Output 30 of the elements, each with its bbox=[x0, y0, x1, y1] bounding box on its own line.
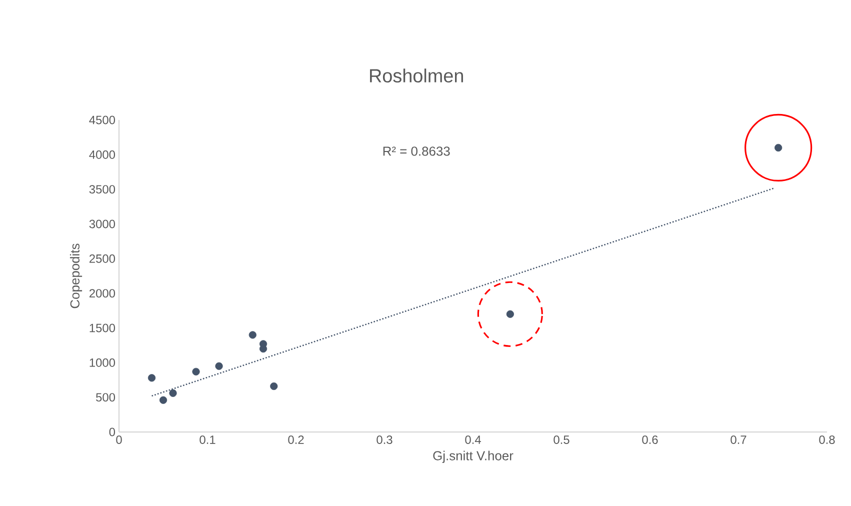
y-tick-label: 4000 bbox=[89, 150, 116, 159]
y-tick-label: 4500 bbox=[89, 116, 116, 124]
chart-title: Rosholmen bbox=[370, 68, 463, 82]
point bbox=[215, 362, 223, 370]
point bbox=[248, 331, 256, 339]
y-tick-label: 2500 bbox=[89, 254, 116, 263]
annotation: R² = 0.8633 bbox=[383, 146, 450, 156]
x-tick-label: 0.8 bbox=[819, 436, 835, 444]
point bbox=[169, 389, 177, 397]
y-tick-label: 3000 bbox=[89, 220, 116, 228]
y-tick-label: 0 bbox=[109, 428, 116, 436]
x-tick-label: 0 bbox=[116, 436, 122, 444]
y-tick-label: 2000 bbox=[89, 289, 116, 298]
x-tick-label: 0.6 bbox=[642, 436, 658, 444]
x-axis-title: Gj.snitt V.hoer bbox=[433, 450, 514, 463]
y-tick-label: 500 bbox=[96, 393, 116, 402]
point bbox=[159, 396, 168, 404]
x-tick-label: 0.4 bbox=[465, 436, 481, 444]
point bbox=[148, 374, 156, 382]
x-tick-label: 0.1 bbox=[200, 436, 216, 444]
x-tick-label: 0.7 bbox=[730, 436, 746, 444]
y-axis-title: Copepodits bbox=[70, 244, 82, 308]
x-tick-label: 0.2 bbox=[288, 436, 304, 444]
x-tick-label: 0.5 bbox=[554, 436, 570, 444]
point bbox=[192, 368, 200, 376]
point bbox=[270, 382, 278, 390]
y-tick-label: 3500 bbox=[89, 185, 116, 194]
y-tick-label: 1000 bbox=[90, 358, 116, 367]
y-tick-label: 1500 bbox=[90, 324, 116, 332]
x-tick-label: 0.3 bbox=[376, 436, 392, 444]
